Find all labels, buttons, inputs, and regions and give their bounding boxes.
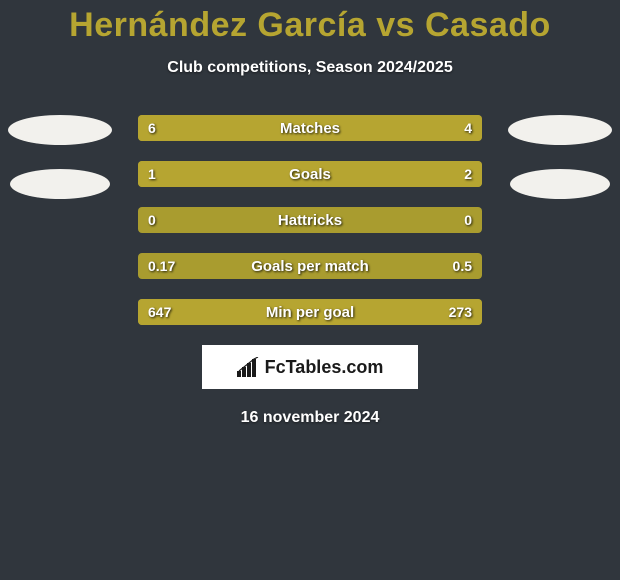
comparison-content: 64Matches 12Goals 00Hattricks 0.170.5Goals … <box>0 115 620 427</box>
stat-label: Matches <box>138 115 482 141</box>
stat-row: 64Matches <box>138 115 482 141</box>
stat-bars: 64Matches 12Goals 00Hattricks 0.170.5Goals … <box>138 115 482 325</box>
bar-chart-icon <box>237 357 259 377</box>
stat-label: Goals <box>138 161 482 187</box>
page-subtitle: Club competitions, Season 2024/2025 <box>0 59 620 77</box>
stat-row: 00Hattricks <box>138 207 482 233</box>
avatars-left <box>8 115 112 199</box>
stat-label: Hattricks <box>138 207 482 233</box>
stat-label: Min per goal <box>138 299 482 325</box>
avatars-right <box>508 115 612 199</box>
snapshot-date: 16 november 2024 <box>0 409 620 427</box>
avatar <box>8 115 112 145</box>
avatar <box>508 115 612 145</box>
stat-row: 647273Min per goal <box>138 299 482 325</box>
avatar <box>510 169 610 199</box>
stat-row: 12Goals <box>138 161 482 187</box>
avatar <box>10 169 110 199</box>
fctables-logo: FcTables.com <box>202 345 418 389</box>
stat-row: 0.170.5Goals per match <box>138 253 482 279</box>
logo-text: FcTables.com <box>265 357 384 378</box>
page-title: Hernández García vs Casado <box>0 0 620 45</box>
stat-label: Goals per match <box>138 253 482 279</box>
